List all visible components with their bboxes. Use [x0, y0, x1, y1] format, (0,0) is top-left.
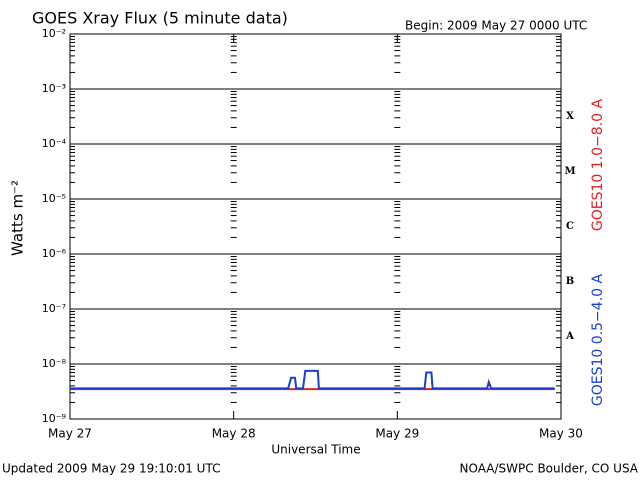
chart-subtitle: Begin: 2009 May 27 0000 UTC — [405, 19, 587, 33]
series-line — [70, 369, 555, 390]
x-tick-label: May 29 — [375, 427, 419, 441]
y-tick-label: 10⁻³ — [42, 82, 66, 95]
flare-class-label: X — [566, 111, 574, 122]
footer-right: NOAA/SWPC Boulder, CO USA — [460, 462, 639, 476]
x-axis-title: Universal Time — [271, 443, 360, 457]
y-tick-label: 10⁻⁹ — [42, 412, 66, 425]
chart-title: GOES Xray Flux (5 minute data) — [32, 9, 288, 28]
x-tick-label: May 28 — [212, 427, 256, 441]
flare-class-label: A — [565, 331, 574, 342]
flare-class-label: M — [564, 166, 575, 177]
y-tick-label: 10⁻⁶ — [42, 247, 67, 260]
x-tick-label: May 27 — [48, 427, 92, 441]
x-tick-label: May 30 — [539, 427, 583, 441]
footer-left: Updated 2009 May 29 19:10:01 UTC — [2, 462, 220, 476]
legend-entry: GOES10 0.5−4.0 A — [590, 274, 606, 407]
y-tick-label: 10⁻² — [42, 27, 66, 40]
y-tick-label: 10⁻⁵ — [42, 192, 66, 205]
flare-class-label: B — [566, 276, 574, 287]
flare-class-label: C — [566, 221, 574, 232]
y-tick-label: 10⁻⁸ — [42, 357, 67, 370]
y-tick-label: 10⁻⁴ — [42, 137, 67, 150]
y-tick-label: 10⁻⁷ — [42, 302, 66, 315]
legend-entry: GOES10 1.0−8.0 A — [590, 99, 606, 232]
y-axis-title: Watts m⁻² — [9, 180, 27, 256]
plot-frame — [69, 33, 562, 420]
